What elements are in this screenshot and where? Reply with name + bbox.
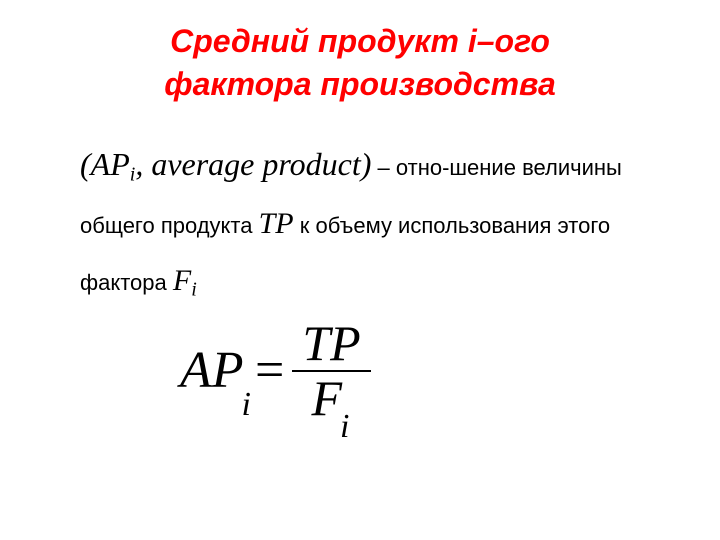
var-tp: TP	[259, 207, 294, 240]
formula-lhs-main: AP	[180, 341, 244, 400]
formula-lhs: AP i	[180, 341, 253, 400]
title-line1-prefix: Средний продукт	[170, 23, 468, 59]
formula-denominator: F i	[301, 372, 361, 425]
var-f: F	[173, 264, 191, 297]
formula: AP i = TP F i	[180, 317, 371, 424]
title-line1-suffix: –ого	[477, 23, 550, 59]
formula-den-sub: i	[340, 409, 349, 445]
formula-den-main: F	[311, 372, 342, 425]
title-line1-var: i	[468, 23, 477, 59]
formula-block: AP i = TP F i	[60, 317, 660, 424]
formula-lhs-sub: i	[242, 386, 251, 424]
formula-numerator: TP	[292, 317, 370, 370]
definition-paragraph: (APi, average product) – отно-шение вели…	[60, 134, 660, 309]
term-ap: (AP	[80, 146, 130, 182]
term-avg-product: , average product)	[135, 146, 371, 182]
var-f-sub: i	[191, 279, 197, 301]
dash: –	[371, 155, 395, 180]
formula-fraction: TP F i	[292, 317, 370, 424]
slide-title: Средний продукт i–ого фактора производств…	[60, 20, 660, 106]
slide-container: Средний продукт i–огофактора производств…	[0, 0, 720, 444]
formula-equals: =	[255, 341, 284, 400]
title-line2: фактора производства	[60, 63, 660, 106]
